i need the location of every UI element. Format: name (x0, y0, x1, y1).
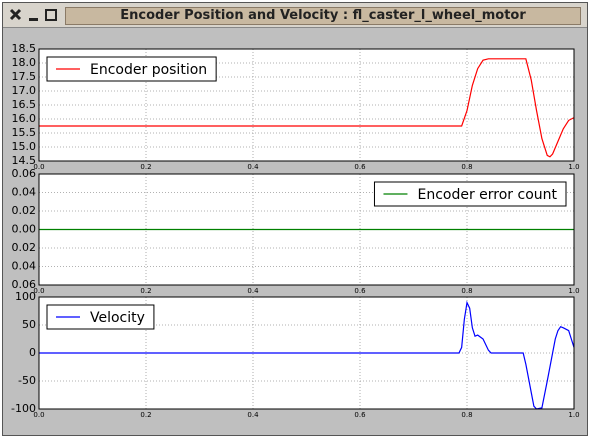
y-tick-label: 0.00 (12, 223, 37, 236)
y-tick-label: 0.04 (12, 186, 37, 199)
x-tick-label: 0.2 (140, 287, 151, 295)
window-title: Encoder Position and Velocity : fl_caste… (65, 7, 581, 25)
y-tick-label: 0 (29, 346, 36, 359)
x-tick-label: 0.4 (247, 287, 259, 295)
y-tick-label: 0.04 (12, 260, 37, 273)
x-tick-label: 1.0 (568, 411, 579, 419)
y-tick-label: 18.5 (12, 42, 37, 55)
y-tick-label: 14.5 (12, 154, 37, 167)
title-bar: Encoder Position and Velocity : fl_caste… (3, 3, 587, 28)
window-buttons (9, 8, 57, 21)
x-tick-label: 0.0 (33, 163, 44, 171)
axes-frame (38, 173, 575, 286)
data-line (39, 58, 575, 158)
y-tick-label: -100 (11, 402, 36, 415)
legend: Encoder error count (373, 181, 567, 207)
y-tick-label: 50 (22, 318, 36, 331)
x-tick-label: 0.6 (354, 287, 366, 295)
y-tick-label: 16.5 (12, 98, 37, 111)
x-tick-label: 0.2 (140, 163, 151, 171)
y-tick-label: 100 (15, 290, 36, 303)
y-tick-label: 0.02 (12, 204, 37, 217)
y-tick-label: 0.06 (12, 278, 37, 291)
data-line (39, 300, 575, 410)
x-tick-label: 0.4 (247, 163, 259, 171)
x-tick-label: 0.8 (461, 163, 472, 171)
y-tick-label: 17.5 (12, 70, 37, 83)
x-tick-label: 0.0 (33, 287, 44, 295)
y-tick-label: 15.0 (12, 140, 37, 153)
axes-frame (38, 48, 575, 162)
x-tick-label: 0.8 (461, 411, 472, 419)
legend: Velocity (46, 304, 155, 330)
axes-frame (38, 296, 575, 410)
minimize-button[interactable] (29, 18, 38, 21)
x-tick-label: 1.0 (568, 287, 579, 295)
legend: Encoder position (46, 56, 217, 82)
y-tick-label: 18.0 (12, 56, 37, 69)
x-tick-label: 0.6 (354, 163, 366, 171)
y-tick-label: 15.5 (12, 126, 37, 139)
legend-label: Encoder position (90, 62, 207, 78)
x-tick-label: 0.6 (354, 411, 366, 419)
y-tick-label: 0.02 (12, 241, 37, 254)
window: Encoder Position and Velocity : fl_caste… (2, 2, 588, 436)
y-tick-label: -50 (18, 374, 36, 387)
x-tick-label: 0.4 (247, 411, 259, 419)
y-tick-label: 0.06 (12, 167, 37, 180)
y-tick-label: 16.0 (12, 112, 37, 125)
x-tick-label: 0.0 (33, 411, 44, 419)
x-tick-label: 0.8 (461, 287, 472, 295)
figure: 14.515.015.516.016.517.017.518.018.50.0 0… (11, 42, 580, 419)
x-tick-label: 1.0 (568, 163, 579, 171)
legend-label: Encoder error count (417, 187, 557, 203)
y-tick-label: 17.0 (12, 84, 37, 97)
x-tick-label: 0.2 (140, 411, 151, 419)
close-button[interactable] (9, 8, 22, 21)
maximize-button[interactable] (45, 9, 57, 21)
legend-label: Velocity (90, 310, 145, 326)
